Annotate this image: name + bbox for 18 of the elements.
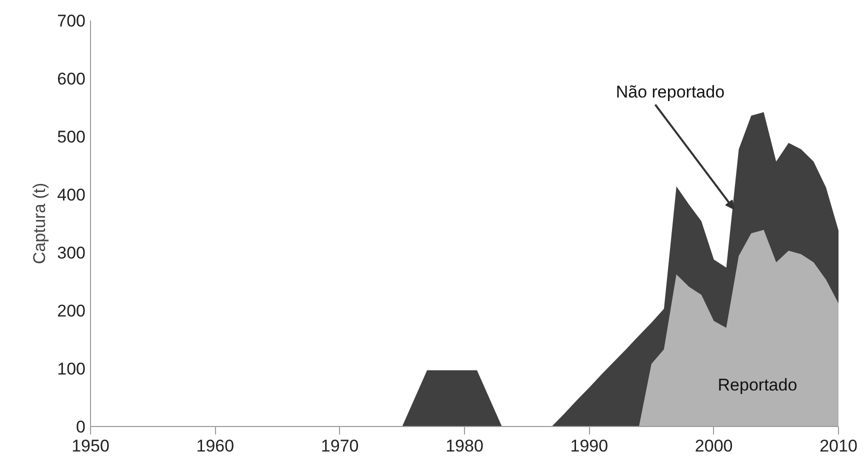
series-label: Reportado (718, 376, 798, 395)
x-tick-label: 1980 (446, 436, 484, 456)
y-tick-label: 400 (57, 186, 86, 204)
x-tick-label: 1990 (570, 436, 608, 456)
y-tick-label: 300 (57, 244, 86, 262)
y-tick-label: 500 (57, 128, 86, 146)
y-tick-label: 100 (57, 360, 86, 378)
y-tick-label: 0 (76, 418, 86, 436)
x-tick-label: 1960 (196, 436, 234, 456)
x-tick-label: 1950 (72, 436, 110, 456)
series-label: Não reportado (616, 82, 725, 102)
y-tick-label: 200 (57, 302, 86, 320)
y-tick-label: 700 (57, 12, 86, 30)
x-tick-label: 1970 (320, 436, 359, 456)
y-axis-title: Captura (t) (30, 182, 50, 264)
x-tick-label: 2000 (694, 436, 733, 456)
y-tick-label: 600 (57, 70, 86, 88)
x-tick-label: 2010 (820, 436, 858, 456)
